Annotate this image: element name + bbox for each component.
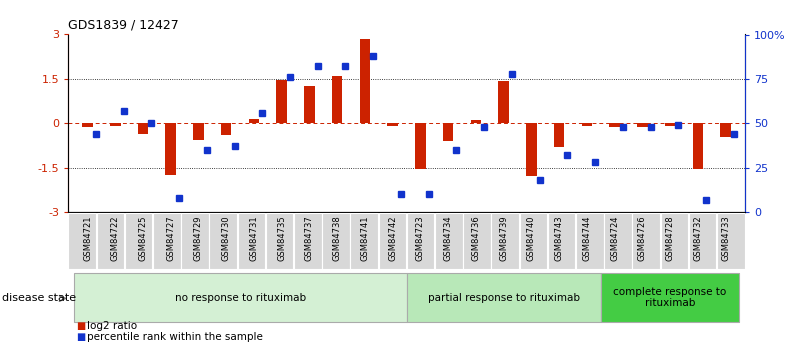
- Text: GSM84744: GSM84744: [582, 215, 591, 260]
- Text: GSM84733: GSM84733: [721, 215, 730, 261]
- Bar: [548, 213, 575, 268]
- Bar: [526, 124, 537, 176]
- Text: GSM84737: GSM84737: [305, 215, 314, 261]
- Bar: [379, 213, 406, 268]
- Bar: [576, 213, 604, 268]
- Bar: [637, 124, 647, 127]
- Text: GSM84726: GSM84726: [638, 215, 646, 260]
- Text: GDS1839 / 12427: GDS1839 / 12427: [68, 19, 179, 32]
- Bar: [463, 213, 491, 268]
- Bar: [153, 213, 180, 268]
- Text: ■: ■: [76, 321, 86, 331]
- Bar: [68, 213, 96, 268]
- Text: GSM84732: GSM84732: [694, 215, 702, 260]
- Bar: [322, 213, 350, 268]
- Bar: [407, 213, 434, 268]
- Bar: [221, 124, 231, 135]
- Text: GSM84736: GSM84736: [471, 215, 481, 261]
- Bar: [610, 124, 620, 127]
- Bar: [238, 213, 265, 268]
- Bar: [388, 124, 398, 126]
- Text: GSM84741: GSM84741: [360, 215, 369, 260]
- Text: GSM84723: GSM84723: [416, 215, 425, 260]
- Bar: [553, 124, 565, 147]
- Bar: [181, 213, 209, 268]
- Text: GSM84743: GSM84743: [554, 215, 564, 260]
- Text: GSM84735: GSM84735: [277, 215, 286, 260]
- FancyBboxPatch shape: [601, 274, 739, 322]
- Bar: [304, 86, 315, 124]
- Text: GSM84739: GSM84739: [499, 215, 508, 260]
- Bar: [693, 124, 703, 169]
- Text: GSM84742: GSM84742: [388, 215, 397, 260]
- Bar: [248, 119, 260, 124]
- Bar: [443, 124, 453, 141]
- Text: partial response to rituximab: partial response to rituximab: [428, 293, 580, 303]
- Bar: [209, 213, 237, 268]
- Text: GSM84731: GSM84731: [249, 215, 259, 260]
- Bar: [604, 213, 632, 268]
- Bar: [110, 124, 120, 126]
- Bar: [360, 39, 370, 124]
- Bar: [193, 124, 203, 140]
- Text: GSM84721: GSM84721: [83, 215, 92, 260]
- Bar: [470, 120, 481, 124]
- Bar: [520, 213, 547, 268]
- Text: GSM84738: GSM84738: [332, 215, 342, 261]
- Bar: [633, 213, 660, 268]
- Bar: [332, 76, 343, 124]
- Bar: [97, 213, 124, 268]
- Bar: [125, 213, 152, 268]
- Text: GSM84722: GSM84722: [111, 215, 119, 260]
- Text: GSM84727: GSM84727: [167, 215, 175, 260]
- Text: GSM84740: GSM84740: [527, 215, 536, 260]
- Bar: [720, 124, 731, 137]
- Bar: [661, 213, 688, 268]
- Bar: [491, 213, 519, 268]
- Text: GSM84734: GSM84734: [444, 215, 453, 260]
- Text: percentile rank within the sample: percentile rank within the sample: [87, 333, 263, 342]
- Bar: [717, 213, 745, 268]
- Text: log2 ratio: log2 ratio: [87, 321, 137, 331]
- Bar: [665, 124, 675, 126]
- Bar: [266, 213, 293, 268]
- Bar: [498, 81, 509, 124]
- Bar: [350, 213, 378, 268]
- Bar: [415, 124, 425, 169]
- Bar: [435, 213, 463, 268]
- Bar: [276, 80, 287, 124]
- Text: GSM84728: GSM84728: [666, 215, 674, 260]
- Bar: [83, 124, 93, 127]
- Bar: [138, 124, 148, 134]
- Bar: [582, 124, 592, 126]
- Text: no response to rituximab: no response to rituximab: [175, 293, 306, 303]
- Text: GSM84729: GSM84729: [194, 215, 203, 260]
- Text: ■: ■: [76, 333, 86, 342]
- Bar: [166, 124, 176, 175]
- FancyBboxPatch shape: [406, 274, 601, 322]
- Text: GSM84730: GSM84730: [222, 215, 231, 260]
- Text: GSM84725: GSM84725: [139, 215, 147, 260]
- Text: disease state: disease state: [2, 294, 76, 303]
- Text: GSM84724: GSM84724: [610, 215, 619, 260]
- Bar: [689, 213, 716, 268]
- Bar: [294, 213, 322, 268]
- Text: complete response to
rituximab: complete response to rituximab: [614, 287, 727, 308]
- FancyBboxPatch shape: [74, 274, 406, 322]
